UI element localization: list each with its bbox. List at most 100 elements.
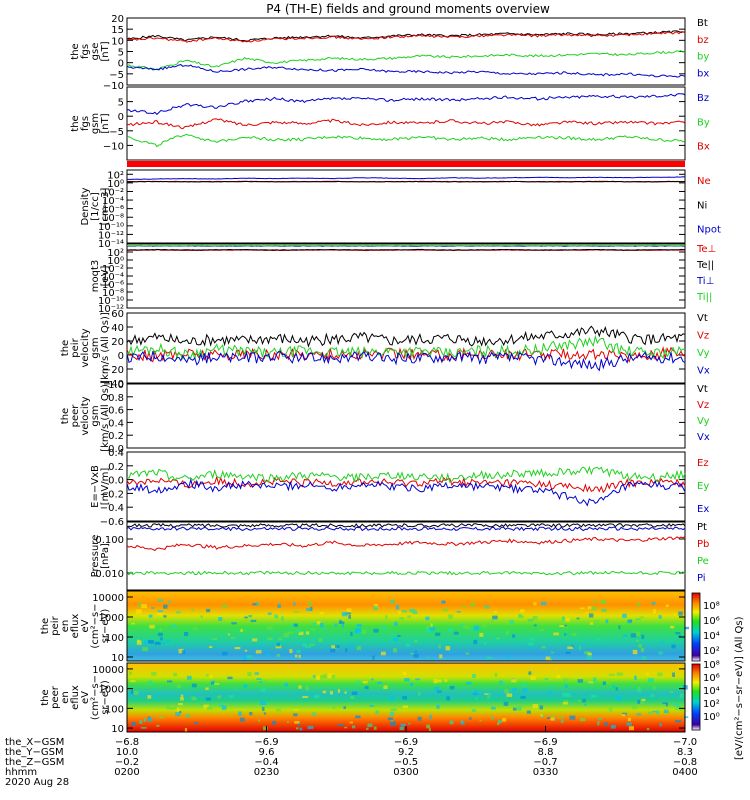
series-Pb <box>126 535 686 552</box>
spectrogram-cell <box>181 650 186 654</box>
x-tick-label: 0400 <box>672 767 697 778</box>
spectrogram-cell <box>505 654 509 659</box>
spectrogram-cell <box>562 625 569 629</box>
x-tick-label: −6.9 <box>533 737 557 748</box>
spectrogram-cell <box>169 707 174 710</box>
spectrogram-cell <box>206 674 209 677</box>
spectrogram-cell <box>486 696 491 699</box>
spectrogram-cell <box>442 608 448 612</box>
spectrogram-cell <box>156 612 163 616</box>
spectrogram-cell <box>295 629 301 633</box>
spectrogram-cell <box>243 684 248 688</box>
spectrogram-cell <box>589 622 594 625</box>
y-tick-label: 10⁻⁸ <box>102 288 124 299</box>
legend-Vx: Vx <box>697 366 710 377</box>
spectrogram-cell <box>257 719 260 722</box>
spectrogram-cell <box>576 617 580 620</box>
spectrogram-cell <box>372 655 375 660</box>
spectrogram-cell <box>176 684 182 689</box>
spectrogram-cell <box>284 683 289 687</box>
spectrogram-cell <box>621 714 626 717</box>
spectrogram-cell <box>651 601 656 605</box>
series-by <box>126 50 686 71</box>
spectrogram-cell <box>230 637 236 639</box>
series-bz <box>126 31 686 43</box>
spectrogram-cell <box>656 710 660 715</box>
spectrogram-cell <box>615 687 618 691</box>
spectrogram-cell <box>488 692 491 697</box>
spectrogram-cell <box>637 699 641 704</box>
spectrogram-cell <box>289 649 293 654</box>
y-axis-label: peir <box>70 337 81 357</box>
spectrogram-cell <box>192 627 198 630</box>
spectrogram-cell <box>506 693 513 697</box>
x-tick-label: 9.6 <box>259 747 275 758</box>
y-axis-label: peer <box>50 685 61 709</box>
spectrogram-cell <box>362 680 368 684</box>
y-tick-label: 0 <box>118 59 124 70</box>
spectrogram-cell <box>297 721 301 726</box>
y-axis-label: Pressure <box>90 535 101 578</box>
x-tick-label: 0200 <box>114 767 139 778</box>
spectrogram-cell <box>578 699 581 703</box>
spectrogram-cell <box>632 649 638 655</box>
spectrogram-cell <box>479 719 482 722</box>
spectrogram-cell <box>389 711 395 717</box>
y-axis-label: moqt3 <box>90 260 101 293</box>
spectrogram-cell <box>276 708 282 712</box>
spectrogram-cell <box>355 715 361 719</box>
x-tick-label: −0.4 <box>254 757 278 768</box>
spectrogram-cell <box>173 706 179 710</box>
spectrogram-cell <box>383 685 388 689</box>
spectrogram-cell <box>444 679 448 683</box>
spectrogram-cell <box>634 675 637 680</box>
legend-Pb: Pb <box>697 539 709 550</box>
spectrogram-cell <box>412 610 418 615</box>
y-tick-label: −0.2 <box>100 489 124 500</box>
y-tick-label: 10⁻² <box>102 264 124 275</box>
spectrogram-cell <box>200 615 204 618</box>
spectrogram-cell <box>136 640 142 645</box>
spectrogram-cell <box>173 672 177 677</box>
spectrogram-cell <box>369 704 374 707</box>
x-axis-row-label: the_Z−GSM <box>5 757 64 768</box>
spectrogram-cell <box>343 706 346 709</box>
y-tick-label: 10⁻² <box>102 187 124 198</box>
spectrogram-cell <box>275 645 282 649</box>
spectrogram-cell <box>227 676 233 680</box>
y-tick-label: 0.0 <box>108 444 124 455</box>
spectrogram-cell <box>512 707 517 711</box>
series-By <box>126 133 686 148</box>
spectrogram-cell <box>272 721 277 725</box>
spectrogram-cell <box>260 687 266 693</box>
spectrogram-cell <box>211 680 215 683</box>
spectrogram-cell <box>540 714 543 717</box>
spectrogram-cell <box>637 686 641 692</box>
spectrogram-cell <box>646 672 649 676</box>
colorbar-tick: 10² <box>703 646 720 657</box>
spectrogram-cell <box>400 723 406 727</box>
spectrogram-cell <box>305 685 309 691</box>
spectrogram-cell <box>426 625 431 629</box>
y-tick-label: 10⁻¹⁴ <box>98 239 124 250</box>
spectrogram-cell <box>438 644 441 649</box>
spectrogram-cell <box>640 701 644 705</box>
spectrogram-cell <box>319 623 324 628</box>
spectrogram-cell <box>653 685 656 690</box>
spectrogram-cell <box>676 704 681 709</box>
legend-Te⊥: Te⊥ <box>696 244 716 255</box>
spectrogram-cell <box>210 682 215 685</box>
spectrogram-cell <box>191 683 197 688</box>
spectrogram-cell <box>587 606 593 610</box>
spectrogram-cell <box>178 702 183 706</box>
spectrogram-cell <box>151 607 155 609</box>
y-tick-label: −10 <box>103 141 124 152</box>
spectrogram-cell <box>397 635 401 637</box>
y-tick-label: 10000 <box>92 593 124 604</box>
y-axis-label: E=−VxB <box>90 465 101 508</box>
y-tick-label: 10⁻¹² <box>98 304 124 315</box>
spectrogram-cell <box>647 679 653 683</box>
spectrogram-cell <box>140 726 147 729</box>
y-tick-label: 15 <box>111 25 124 36</box>
